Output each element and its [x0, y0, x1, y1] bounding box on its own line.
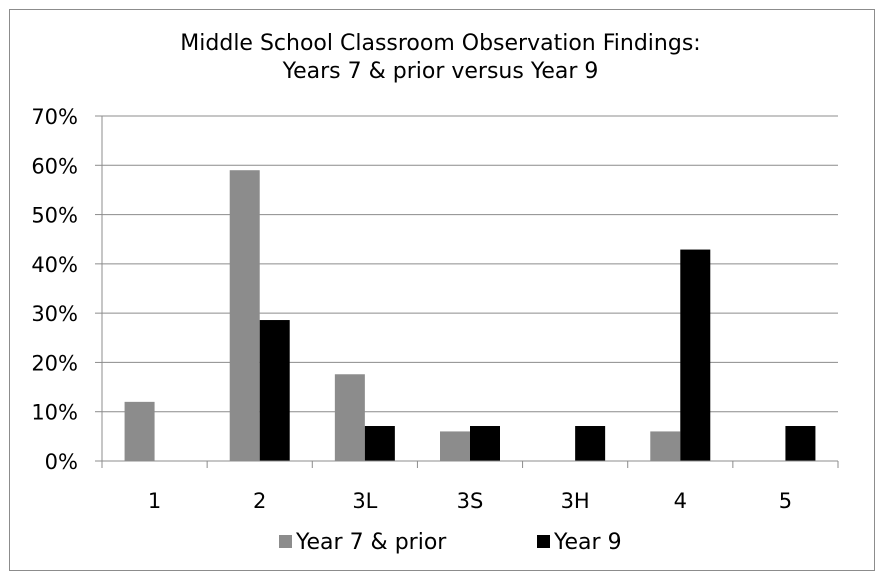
bar [334, 374, 365, 461]
x-tick-label: 1 [148, 489, 161, 513]
y-tick-label: 10% [31, 401, 78, 425]
chart-frame [9, 9, 875, 571]
x-tick-label: 2 [253, 489, 266, 513]
gridlines [95, 115, 838, 462]
chart-title-line-1: Middle School Classroom Observation Find… [180, 31, 701, 56]
x-axis [101, 116, 839, 468]
bar [440, 431, 470, 461]
legend-label: Year 9 [553, 530, 622, 555]
x-tick-label: 3L [352, 489, 377, 513]
y-tick-label: 60% [31, 154, 78, 178]
chart-title: Middle School Classroom Observation Find… [0, 30, 881, 86]
x-tick-label: 3H [561, 489, 590, 513]
y-axis-tick-labels: 0% 10% 20% 30% 40% 50% 60% 70% [31, 105, 78, 474]
y-tick-label: 70% [31, 105, 78, 129]
bar [650, 431, 681, 461]
legend-swatch [279, 535, 292, 548]
bar [680, 249, 711, 461]
x-tick-label: 4 [674, 489, 687, 513]
y-tick-label: 50% [31, 204, 78, 228]
bar [229, 170, 260, 461]
x-tick-label: 5 [779, 489, 792, 513]
y-tick-label: 40% [31, 253, 78, 277]
x-axis-tick-labels: 1 2 3L 3S 3H 4 5 [148, 489, 792, 513]
bar [259, 320, 290, 461]
y-tick-label: 30% [31, 302, 78, 326]
legend-swatch [537, 535, 550, 548]
bar [470, 426, 500, 461]
bars [124, 170, 816, 461]
y-tick-label: 0% [45, 450, 78, 474]
bar [124, 401, 155, 461]
bar [575, 426, 606, 461]
chart-title-line-2: Years 7 & prior versus Year 9 [282, 59, 599, 84]
y-tick-label: 20% [31, 351, 78, 375]
bar [364, 426, 395, 461]
x-tick-label: 3S [457, 489, 484, 513]
legend: Year 7 & prior Year 9 [279, 530, 622, 555]
legend-label: Year 7 & prior [295, 530, 447, 555]
bar [785, 426, 816, 461]
